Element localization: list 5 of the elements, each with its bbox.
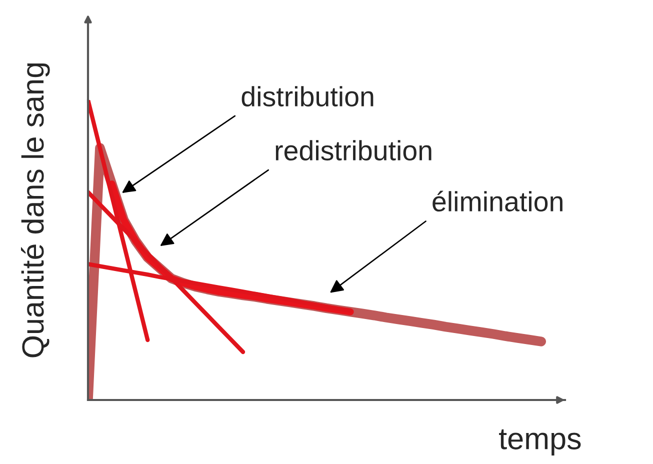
annotation: élimination — [432, 190, 562, 212]
annotation: distribution — [242, 86, 374, 107]
x-axis-title: temps — [499, 429, 581, 456]
annotation: redistribution — [276, 140, 432, 161]
y-axis-title: Quantité dans le sang — [21, 63, 50, 358]
